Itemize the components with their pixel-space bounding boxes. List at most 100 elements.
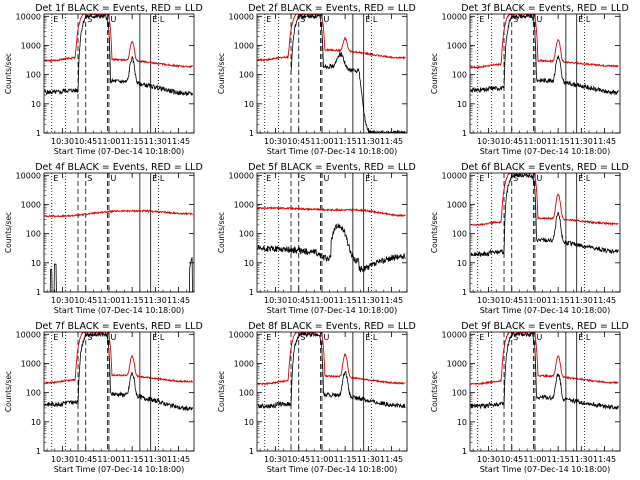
x-tick-label: 11:45 bbox=[167, 296, 190, 305]
x-tick-label: 11:45 bbox=[380, 137, 403, 146]
x-tick-label: 11:00 bbox=[523, 137, 546, 146]
x-tick-label: 11:30 bbox=[144, 455, 167, 464]
y-tick-label: 10000 bbox=[442, 12, 467, 21]
plot-frame bbox=[469, 331, 621, 452]
y-tick-label: 10000 bbox=[442, 330, 467, 339]
marker-label: E bbox=[53, 15, 58, 24]
marker-label: E bbox=[152, 333, 157, 342]
series-events bbox=[470, 14, 619, 96]
series-lld bbox=[470, 332, 619, 386]
x-tick-label: 11:30 bbox=[570, 137, 593, 146]
marker-label: S bbox=[513, 174, 518, 183]
marker-label: L bbox=[373, 174, 378, 183]
y-tick-label: 10 bbox=[31, 100, 41, 109]
x-axis-label: Start Time (07-Dec-14 10:18:00) bbox=[480, 465, 611, 474]
y-tick-label: 10 bbox=[457, 100, 467, 109]
series-events bbox=[269, 14, 406, 133]
y-tick-label: 100 bbox=[452, 71, 467, 80]
y-tick-label: 1000 bbox=[234, 359, 254, 368]
x-tick-label: 11:15 bbox=[547, 296, 570, 305]
marker-label: E bbox=[266, 174, 271, 183]
x-tick-label: 11:30 bbox=[357, 137, 380, 146]
marker-label: U bbox=[323, 174, 329, 183]
y-tick-label: 10 bbox=[457, 418, 467, 427]
series-events bbox=[470, 173, 619, 257]
y-axis-label: Counts/sec bbox=[430, 212, 439, 253]
x-tick-label: 11:15 bbox=[334, 296, 357, 305]
panel-det-5f: Det 5f BLACK = Events, RED = LLD Counts/s… bbox=[217, 162, 416, 315]
y-tick-label: 10 bbox=[244, 100, 254, 109]
y-tick-label: 1000 bbox=[234, 41, 254, 50]
marker-label: L bbox=[586, 174, 591, 183]
marker-label: S bbox=[300, 174, 305, 183]
y-tick-label: 1000 bbox=[21, 359, 41, 368]
x-tick-label: 10:45 bbox=[287, 296, 310, 305]
series-events bbox=[44, 257, 193, 292]
marker-label: U bbox=[110, 15, 116, 24]
x-tick-label: 10:30 bbox=[51, 137, 74, 146]
x-tick-label: 11:30 bbox=[357, 296, 380, 305]
x-tick-label: 11:45 bbox=[593, 296, 616, 305]
x-tick-label: 11:00 bbox=[310, 455, 333, 464]
y-tick-label: 1 bbox=[462, 288, 467, 297]
y-tick-label: 1000 bbox=[21, 41, 41, 50]
marker-label: U bbox=[536, 333, 542, 342]
plot-frame bbox=[256, 172, 408, 293]
panel-title: Det 7f BLACK = Events, RED = LLD bbox=[35, 321, 203, 332]
marker-label: S bbox=[87, 15, 92, 24]
x-tick-label: 11:15 bbox=[334, 137, 357, 146]
x-axis-label: Start Time (07-Dec-14 10:18:00) bbox=[480, 306, 611, 315]
marker-label: E bbox=[152, 15, 157, 24]
y-tick-label: 10000 bbox=[442, 171, 467, 180]
marker-label: U bbox=[536, 15, 542, 24]
x-tick-label: 11:15 bbox=[121, 455, 144, 464]
panel-title: Det 6f BLACK = Events, RED = LLD bbox=[461, 162, 629, 173]
x-tick-label: 10:45 bbox=[287, 137, 310, 146]
marker-label: S bbox=[513, 15, 518, 24]
y-tick-label: 10000 bbox=[16, 171, 41, 180]
y-tick-label: 10 bbox=[31, 259, 41, 268]
x-axis-label: Start Time (07-Dec-14 10:18:00) bbox=[54, 147, 185, 156]
marker-label: E bbox=[365, 333, 370, 342]
x-tick-label: 10:45 bbox=[500, 455, 523, 464]
y-tick-label: 1000 bbox=[447, 359, 467, 368]
plot-frame bbox=[256, 331, 408, 452]
x-tick-label: 10:30 bbox=[264, 137, 287, 146]
y-tick-label: 1000 bbox=[447, 200, 467, 209]
plot-frame bbox=[256, 13, 408, 134]
marker-label: L bbox=[160, 15, 165, 24]
x-tick-label: 11:15 bbox=[121, 296, 144, 305]
x-axis-label: Start Time (07-Dec-14 10:18:00) bbox=[267, 465, 398, 474]
plot-frame bbox=[43, 172, 195, 293]
panel-title: Det 9f BLACK = Events, RED = LLD bbox=[461, 321, 629, 332]
x-axis-label: Start Time (07-Dec-14 10:18:00) bbox=[54, 306, 185, 315]
y-tick-label: 100 bbox=[26, 389, 41, 398]
series-lld bbox=[470, 14, 619, 69]
series-lld bbox=[257, 14, 406, 62]
panel-title: Det 5f BLACK = Events, RED = LLD bbox=[248, 162, 416, 173]
y-axis-label: Counts/sec bbox=[4, 53, 13, 94]
x-axis-label: Start Time (07-Dec-14 10:18:00) bbox=[267, 306, 398, 315]
marker-label: S bbox=[300, 333, 305, 342]
y-tick-label: 1000 bbox=[21, 200, 41, 209]
y-axis-label: Counts/sec bbox=[4, 371, 13, 412]
x-tick-label: 11:00 bbox=[310, 296, 333, 305]
marker-label: E bbox=[578, 333, 583, 342]
marker-label: S bbox=[87, 333, 92, 342]
y-tick-label: 100 bbox=[26, 230, 41, 239]
x-tick-label: 10:30 bbox=[264, 296, 287, 305]
marker-label: U bbox=[536, 174, 542, 183]
marker-label: E bbox=[53, 174, 58, 183]
panel-title: Det 3f BLACK = Events, RED = LLD bbox=[461, 3, 629, 14]
marker-label: L bbox=[160, 333, 165, 342]
y-tick-label: 10 bbox=[457, 259, 467, 268]
series-lld bbox=[257, 206, 406, 218]
x-tick-label: 11:15 bbox=[121, 137, 144, 146]
panel-det-8f: Det 8f BLACK = Events, RED = LLD Counts/s… bbox=[217, 321, 416, 474]
x-axis-label: Start Time (07-Dec-14 10:18:00) bbox=[267, 147, 398, 156]
x-tick-label: 11:00 bbox=[97, 137, 120, 146]
marker-label: S bbox=[513, 333, 518, 342]
y-axis-label: Counts/sec bbox=[430, 371, 439, 412]
y-tick-label: 1 bbox=[249, 447, 254, 456]
